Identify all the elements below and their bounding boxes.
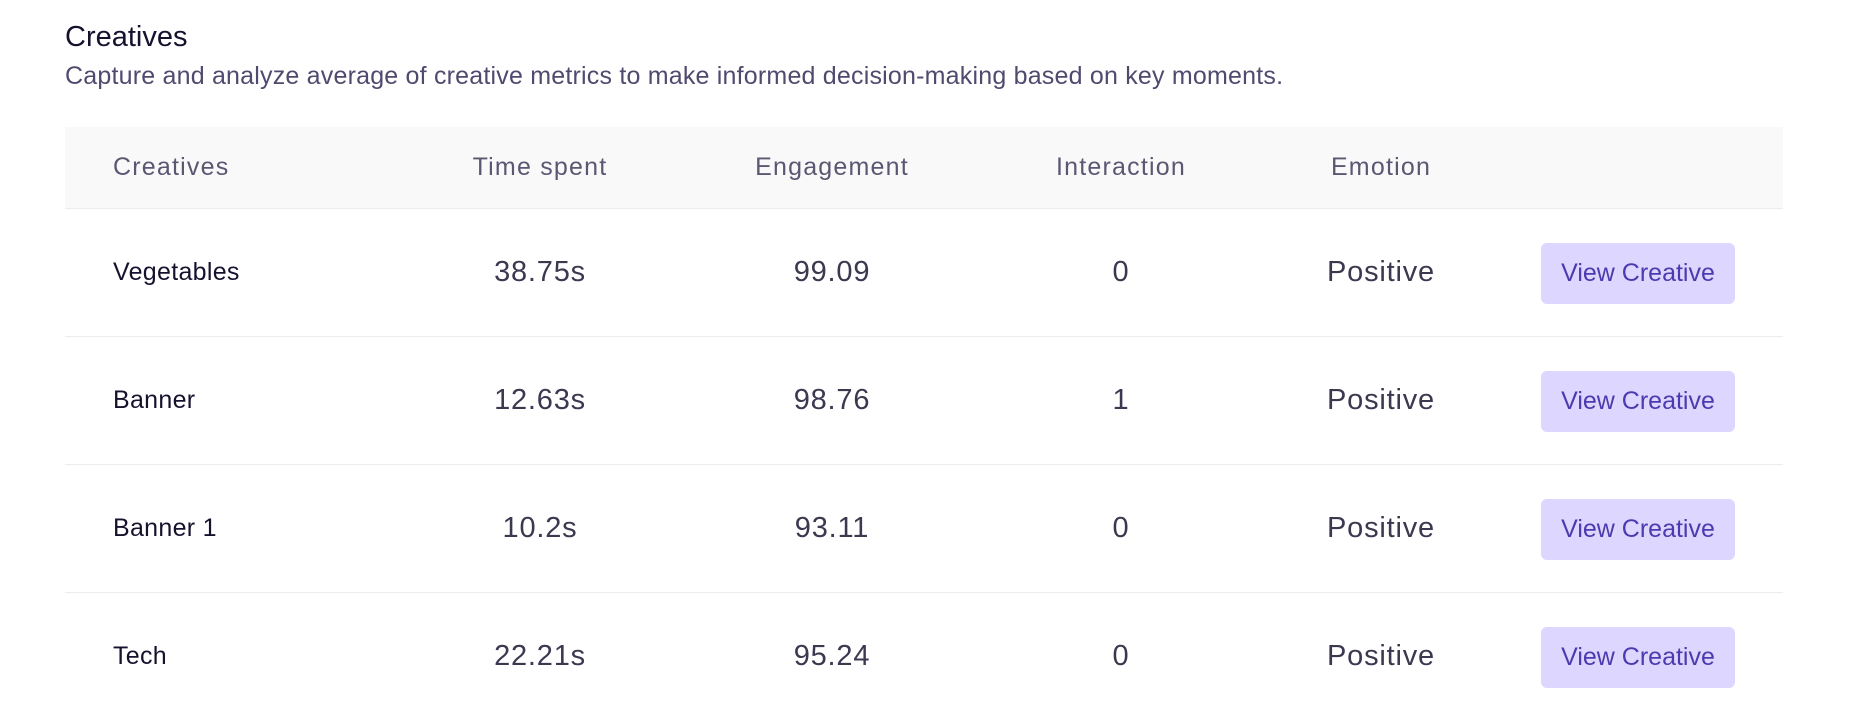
time-spent-value: 12.63s bbox=[494, 384, 586, 416]
view-creative-button[interactable]: View Creative bbox=[1541, 371, 1735, 432]
view-creative-button[interactable]: View Creative bbox=[1541, 499, 1735, 560]
view-creative-button[interactable]: View Creative bbox=[1541, 243, 1735, 304]
emotion-value: Positive bbox=[1327, 640, 1435, 672]
time-spent-value: 22.21s bbox=[494, 640, 586, 672]
section-title: Creatives bbox=[65, 21, 188, 53]
emotion-value: Positive bbox=[1327, 512, 1435, 544]
creative-name: Vegetables bbox=[113, 258, 240, 286]
engagement-value: 98.76 bbox=[793, 384, 871, 416]
engagement-value: 93.11 bbox=[794, 512, 870, 544]
creatives-table: Creatives Time spent Engagement Interact… bbox=[65, 127, 1783, 720]
creative-name: Banner 1 bbox=[113, 514, 217, 542]
header-emotion: Emotion bbox=[1330, 153, 1432, 181]
table-row: Banner 12.63s 98.76 1 Positive View Crea… bbox=[65, 337, 1783, 465]
header-interaction: Interaction bbox=[1056, 153, 1186, 181]
section-subtitle: Capture and analyze average of creative … bbox=[65, 62, 1284, 90]
emotion-value: Positive bbox=[1327, 256, 1435, 288]
time-spent-value: 10.2s bbox=[502, 512, 578, 544]
header-engagement: Engagement bbox=[755, 153, 909, 181]
interaction-value: 0 bbox=[1112, 640, 1130, 672]
creative-name: Banner bbox=[113, 386, 196, 414]
engagement-value: 95.24 bbox=[793, 640, 871, 672]
engagement-value: 99.09 bbox=[793, 256, 871, 288]
table-row: Banner 1 10.2s 93.11 0 Positive View Cre… bbox=[65, 465, 1783, 593]
interaction-value: 1 bbox=[1112, 384, 1130, 416]
interaction-value: 0 bbox=[1112, 256, 1130, 288]
header-creatives: Creatives bbox=[113, 153, 230, 181]
table-row: Vegetables 38.75s 99.09 0 Positive View … bbox=[65, 209, 1783, 337]
table-row: Tech 22.21s 95.24 0 Positive View Creati… bbox=[65, 593, 1783, 720]
emotion-value: Positive bbox=[1327, 384, 1435, 416]
header-time-spent: Time spent bbox=[472, 153, 608, 181]
interaction-value: 0 bbox=[1112, 512, 1130, 544]
time-spent-value: 38.75s bbox=[494, 256, 586, 288]
view-creative-button[interactable]: View Creative bbox=[1541, 627, 1735, 688]
table-header-row: Creatives Time spent Engagement Interact… bbox=[65, 127, 1783, 209]
creative-name: Tech bbox=[113, 642, 168, 670]
